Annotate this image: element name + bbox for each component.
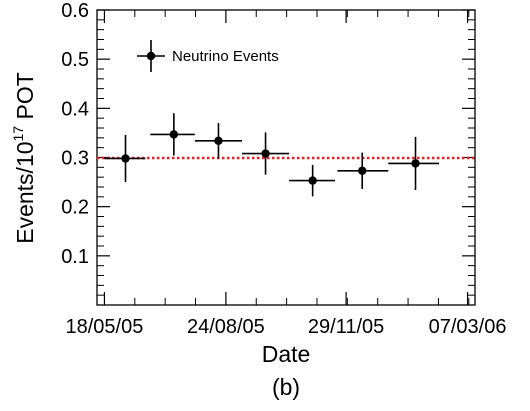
data-point: [150, 113, 195, 156]
axes: 0.1 0.2 0.3 0.4 0.5 0.6 18/05/05 24/08/05 29/11/…: [61, 0, 506, 338]
y-axis-title-exponent: 17: [10, 126, 26, 142]
data-point-marker: [169, 130, 179, 139]
data-points: [104, 113, 440, 197]
data-point: [194, 123, 243, 159]
data-point: [388, 136, 440, 190]
x-tick-label: 18/05/05: [66, 316, 144, 338]
y-tick-label: 0.2: [61, 197, 89, 219]
legend-label: Neutrino Events: [172, 48, 279, 65]
y-axis-title-suffix: POT: [12, 72, 38, 126]
x-axis-title: Date: [262, 341, 311, 367]
data-point: [337, 152, 389, 189]
x-tick-label: 29/11/05: [308, 316, 384, 338]
legend: Neutrino Events: [137, 40, 279, 72]
data-point: [289, 164, 335, 197]
panel-label: (b): [272, 374, 300, 400]
data-point-marker: [121, 154, 130, 163]
data-point-marker: [308, 176, 317, 185]
x-tick-label: 07/03/06: [429, 316, 507, 338]
y-axis-title: Events/1017 POT: [10, 72, 38, 244]
y-tick-label: 0.3: [61, 148, 89, 170]
data-point-marker: [411, 159, 420, 168]
data-point: [104, 134, 146, 183]
y-axis-title-main: Events/10: [12, 141, 38, 243]
legend-marker-dot: [146, 51, 156, 61]
data-point-marker: [358, 166, 367, 175]
y-tick-label: 0.6: [61, 0, 89, 22]
data-point-marker: [261, 149, 270, 158]
y-tick-label: 0.4: [61, 98, 89, 120]
x-tick-label: 24/08/05: [187, 316, 265, 338]
y-tick-label: 0.1: [61, 246, 89, 268]
data-point: [242, 132, 290, 175]
data-point-marker: [214, 136, 223, 145]
y-tick-label: 0.5: [61, 49, 89, 71]
